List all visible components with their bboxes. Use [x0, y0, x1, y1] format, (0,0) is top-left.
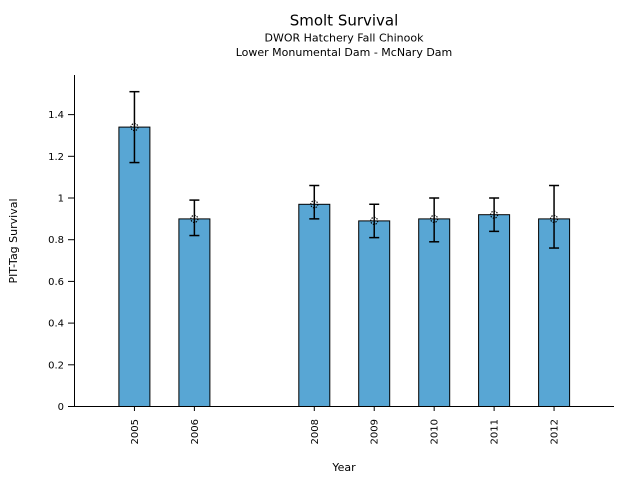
x-tick-label-2008: 2008: [310, 419, 321, 444]
point-marker-2010: [430, 214, 439, 223]
point-marker-2006: [190, 214, 199, 223]
y-tick-label-1.2: 1.2: [48, 152, 64, 163]
y-tick-label-1.4: 1.4: [48, 110, 64, 121]
x-tick-label-2009: 2009: [370, 419, 381, 444]
plot-area: 0 0.2 0.4 0.6 0.8 1 1.2 1.4 2005 2006 2008 2009 2010…: [48, 75, 614, 444]
x-tick-label-2011: 2011: [490, 419, 501, 444]
bar-2006: [178, 218, 211, 407]
bar-2011: [478, 214, 511, 407]
point-marker-2012: [549, 214, 559, 223]
chart-subtitle-line1: DWOR Hatchery Fall Chinook: [265, 32, 425, 45]
x-axis-label: Year: [331, 461, 356, 474]
point-marker-2009: [370, 216, 379, 225]
bar-2012: [538, 218, 571, 407]
x-tick-label-2010: 2010: [430, 419, 441, 444]
point-marker-2011: [490, 210, 499, 219]
bar-2008: [298, 203, 331, 407]
y-tick-label-0: 0: [58, 402, 64, 413]
bar-2009: [358, 220, 391, 407]
x-tick-label-2012: 2012: [550, 419, 561, 444]
y-tick-label-0.4: 0.4: [48, 319, 64, 330]
y-tick-label-0.8: 0.8: [48, 235, 64, 246]
chart-subtitle-line2: Lower Monumental Dam - McNary Dam: [236, 46, 453, 59]
y-tick-label-0.2: 0.2: [48, 360, 64, 371]
y-axis-label: PIT-Tag Survival: [7, 198, 20, 283]
y-tick-label-1: 1: [58, 194, 64, 205]
x-tick-label-2006: 2006: [190, 419, 201, 444]
bar-2010: [418, 218, 451, 407]
x-tick-label-2005: 2005: [130, 419, 141, 444]
chart-title: Smolt Survival: [290, 12, 399, 30]
bar-2005: [118, 126, 151, 407]
y-tick-label-0.6: 0.6: [48, 277, 64, 288]
point-marker-2008: [310, 200, 319, 209]
